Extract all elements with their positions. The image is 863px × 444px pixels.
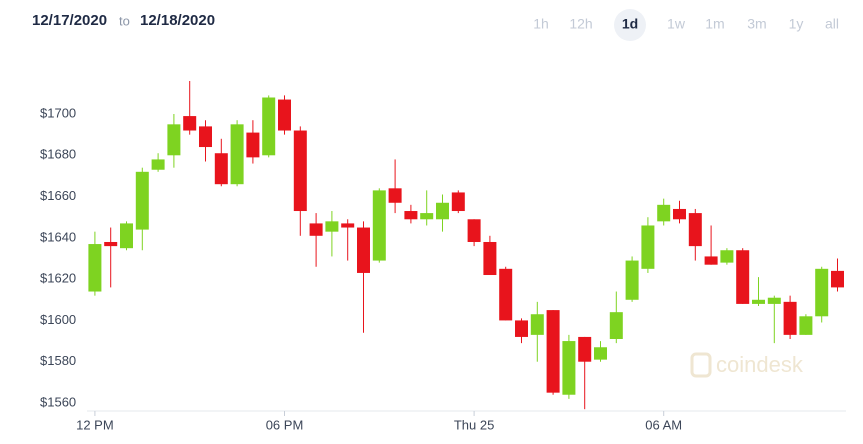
candle-body [499,268,513,321]
candle-body [183,116,197,131]
y-tick-label: $1640 [40,229,76,244]
y-tick-label: $1580 [40,353,76,368]
range-button[interactable]: 1d [622,16,638,32]
candle-body [625,260,639,300]
y-tick-label: $1700 [40,105,76,120]
candle-body [104,241,118,247]
candle-body [88,244,102,292]
candle-body [515,320,528,337]
watermark: coindesk [690,352,804,378]
candle-body [214,153,228,185]
x-tick-label: 06 AM [645,417,682,432]
x-tick-label: 12 PM [76,417,114,432]
watermark-logo [690,352,712,378]
x-tick-label: Thu 25 [454,417,494,432]
date-separator: to [119,13,130,28]
y-tick-label: $1660 [40,188,76,203]
candle-body [451,192,465,212]
candle-body [688,213,702,247]
watermark-text: coindesk [716,352,804,377]
x-tick-label: 06 PM [266,417,304,432]
range-button[interactable]: 1m [705,16,724,32]
candle-body [673,208,686,220]
candle-body [436,202,449,220]
y-tick-label: $1600 [40,312,76,327]
candle-body [199,126,212,148]
candle-body [720,250,734,263]
range-button[interactable]: 12h [569,16,592,32]
candle-body [262,97,276,156]
candle-body [372,190,386,261]
range-button[interactable]: all [825,16,839,32]
range-button[interactable]: 1w [667,16,686,32]
y-tick-label: $1680 [40,147,76,162]
candle-body [657,204,671,222]
candle-body [293,130,307,212]
candle-body [230,124,244,185]
candle-body [609,312,623,339]
candle-body [641,225,655,269]
y-tick-label: $1560 [40,394,76,409]
candle-body [578,336,592,362]
candle-body [167,124,181,156]
candle-body [783,301,797,335]
range-active-bg [614,9,646,41]
range-button[interactable]: 1y [789,16,804,32]
candle-body [420,213,434,220]
candle-body [594,347,607,360]
candle-body [767,297,781,304]
candle-body [246,132,260,158]
candle-body [278,99,291,131]
candle-body [530,314,544,335]
candle-body [341,223,355,228]
candle-body [831,270,844,288]
candle-body [546,310,560,393]
candle-body [467,219,481,242]
range-button[interactable]: 3m [747,16,766,32]
candle-body [815,268,829,317]
date-to: 12/18/2020 [140,12,215,29]
candle-body [562,341,576,395]
candle-body [752,299,765,304]
candle-body [704,256,718,265]
candle-body [736,250,750,304]
date-from: 12/17/2020 [32,12,107,29]
candle-body [483,241,497,276]
candle-body [404,211,418,220]
candle-body [357,227,370,273]
candle-body [151,159,165,170]
candle-body [309,223,323,236]
candle-body [325,221,339,232]
candle-body [388,188,402,203]
y-tick-label: $1620 [40,271,76,286]
candle-body [120,223,133,249]
candle-body [799,316,813,335]
range-button[interactable]: 1h [533,16,549,32]
candle-body [135,171,149,230]
